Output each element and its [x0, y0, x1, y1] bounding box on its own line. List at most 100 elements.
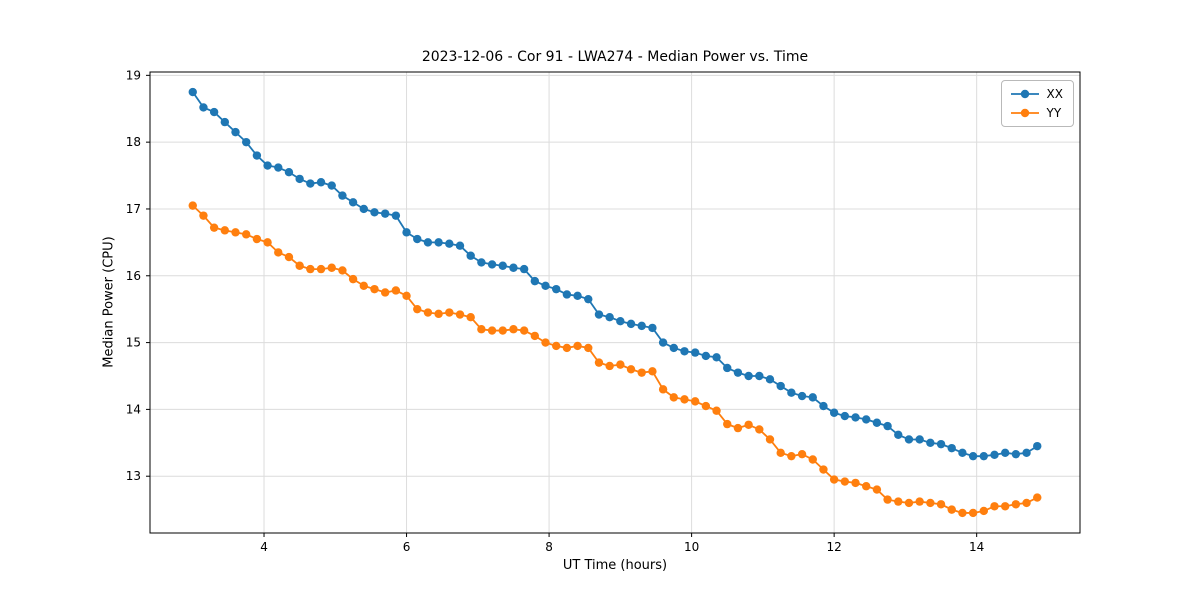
x-tick-label: 8: [545, 540, 553, 554]
series-marker-XX: [338, 191, 347, 200]
legend-label: XX: [1046, 87, 1063, 101]
series-marker-XX: [541, 281, 550, 290]
legend-label: YY: [1046, 106, 1062, 120]
series-marker-YY: [808, 455, 817, 464]
series-marker-YY: [1033, 493, 1042, 502]
series-marker-YY: [648, 367, 657, 376]
series-marker-XX: [979, 451, 988, 461]
series-marker-XX: [883, 421, 892, 431]
series-marker-YY: [434, 309, 443, 319]
series-marker-XX: [990, 450, 999, 460]
series-marker-XX: [519, 264, 529, 274]
series-marker-XX: [851, 413, 860, 422]
legend-swatch-icon: [1010, 108, 1039, 118]
series-marker-XX: [840, 411, 850, 421]
y-tick-label: 19: [126, 68, 141, 82]
series-marker-YY: [231, 228, 240, 237]
series-marker-YY: [509, 325, 518, 334]
series-marker-XX: [936, 439, 946, 449]
series-marker-XX: [733, 368, 743, 377]
series-marker-YY: [915, 497, 924, 506]
series-marker-YY: [573, 341, 582, 351]
y-tick-label: 14: [126, 402, 141, 416]
series-marker-YY: [316, 264, 326, 274]
series-marker-YY: [605, 361, 614, 371]
series-marker-YY: [936, 500, 946, 509]
series-marker-XX: [209, 107, 219, 117]
series-marker-XX: [755, 371, 764, 381]
series-marker-YY: [209, 223, 219, 232]
series-marker-YY: [477, 325, 486, 334]
series-line-YY: [192, 204, 1038, 514]
series-marker-XX: [926, 438, 935, 448]
series-marker-XX: [1000, 448, 1010, 458]
series-marker-YY: [701, 401, 711, 411]
y-axis-label: Median Power (CPU): [101, 236, 117, 368]
series-marker-YY: [220, 226, 230, 235]
series-marker-YY: [359, 281, 368, 290]
series-marker-XX: [626, 319, 636, 329]
series-marker-YY: [284, 252, 294, 262]
series-marker-YY: [380, 288, 390, 297]
series-marker-YY: [947, 505, 956, 514]
series-marker-YY: [851, 478, 860, 488]
series-marker-XX: [263, 161, 272, 170]
series-marker-XX: [530, 276, 540, 286]
series-marker-XX: [605, 312, 614, 322]
series-marker-XX: [1022, 448, 1031, 458]
series-marker-XX: [455, 241, 465, 250]
series-marker-XX: [434, 238, 443, 247]
series-marker-XX: [562, 290, 572, 299]
series-marker-XX: [199, 103, 208, 112]
series-marker-XX: [701, 351, 711, 361]
series-marker-YY: [819, 465, 828, 474]
series-marker-YY: [199, 211, 208, 220]
y-tick-label: 16: [126, 269, 141, 283]
series-marker-YY: [744, 420, 753, 429]
series-line-XX: [192, 91, 1038, 458]
series-marker-YY: [894, 497, 903, 506]
series-marker-XX: [552, 284, 561, 294]
series-marker-XX: [829, 408, 839, 417]
series-marker-YY: [242, 230, 251, 239]
series-marker-XX: [808, 393, 817, 402]
series-marker-YY: [423, 308, 433, 317]
series-marker-YY: [519, 326, 529, 335]
series-marker-XX: [797, 391, 807, 401]
series-marker-YY: [637, 368, 646, 377]
series-marker-XX: [359, 204, 368, 214]
x-tick-label: 4: [260, 540, 268, 554]
series-marker-YY: [391, 286, 401, 295]
series-marker-XX: [776, 381, 785, 391]
series-marker-XX: [284, 168, 294, 177]
series-marker-YY: [306, 264, 315, 274]
series-marker-YY: [829, 475, 839, 484]
series-marker-XX: [327, 181, 336, 190]
series-marker-XX: [423, 238, 433, 247]
y-tick-label: 13: [126, 469, 141, 483]
series-marker-XX: [947, 443, 956, 453]
x-tick-label: 6: [403, 540, 411, 554]
series-marker-YY: [1000, 502, 1010, 511]
series-marker-XX: [637, 321, 646, 331]
series-marker-YY: [862, 482, 871, 491]
series-marker-YY: [252, 234, 262, 244]
series-marker-YY: [723, 419, 732, 429]
series-marker-YY: [968, 508, 978, 518]
series-marker-XX: [1011, 449, 1021, 459]
y-tick-label: 15: [126, 336, 141, 350]
series-marker-XX: [242, 137, 251, 147]
series-marker-YY: [274, 248, 283, 257]
series-marker-XX: [616, 317, 625, 326]
legend-swatch-icon: [1010, 89, 1039, 99]
series-marker-YY: [487, 326, 497, 335]
series-marker-XX: [915, 435, 924, 444]
series-marker-YY: [840, 477, 850, 486]
series-marker-YY: [552, 341, 561, 351]
series-marker-YY: [530, 331, 540, 341]
series-marker-XX: [723, 363, 732, 373]
series-marker-YY: [455, 310, 465, 319]
series-marker-XX: [862, 415, 871, 424]
